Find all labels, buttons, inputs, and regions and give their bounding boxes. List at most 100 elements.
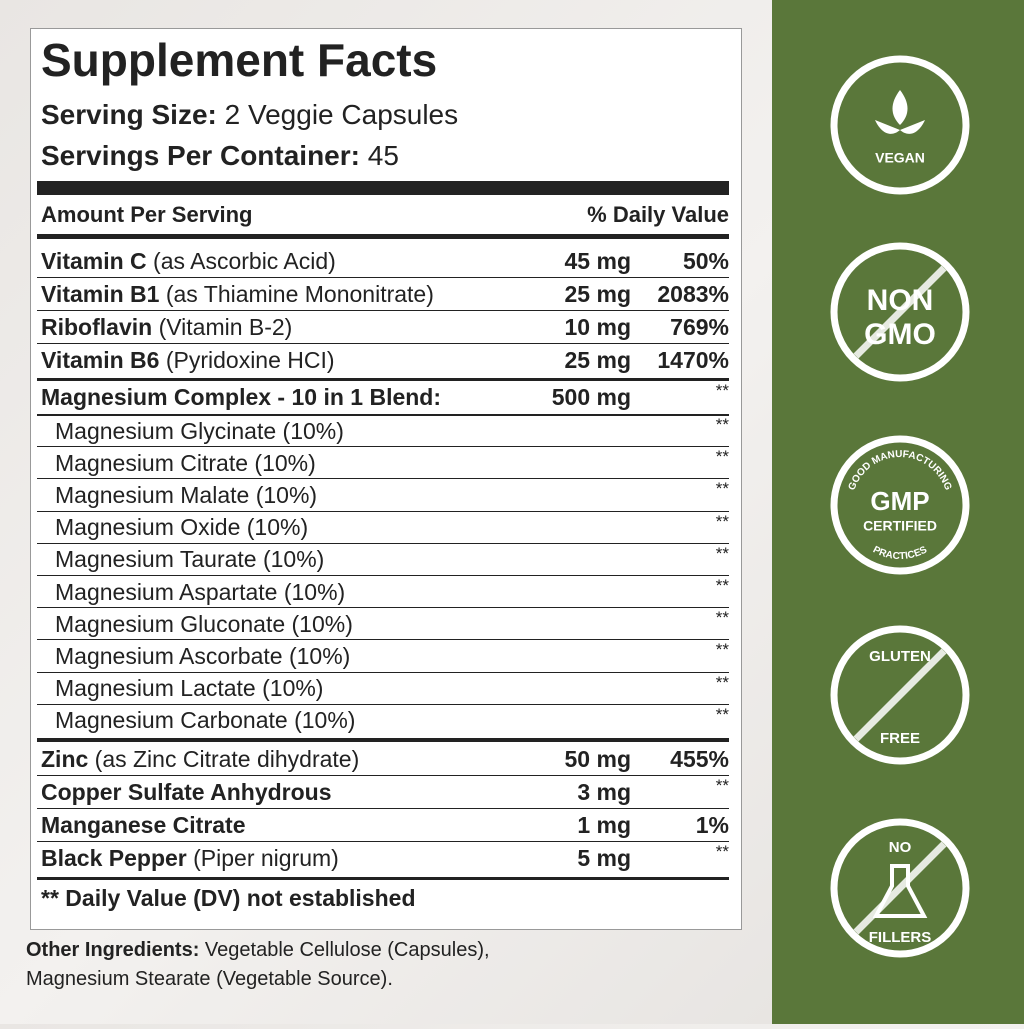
name-cell: Zinc (as Zinc Citrate dihydrate) — [41, 746, 521, 773]
name-cell: Black Pepper (Piper nigrum) — [41, 845, 521, 872]
rule — [37, 510, 729, 512]
badge-text: FILLERS — [869, 929, 932, 946]
name-cell: Magnesium Taurate (10%) — [55, 546, 521, 573]
name: Magnesium Malate (10%) — [55, 481, 318, 508]
row: Zinc (as Zinc Citrate dihydrate) 50 mg 455… — [41, 743, 729, 775]
badge-text: VEGAN — [875, 150, 925, 166]
arc-text: PRACTICES — [871, 544, 929, 562]
name-cell: Vitamin B1 (as Thiamine Mononitrate) — [41, 281, 521, 308]
rule — [37, 478, 729, 480]
dv-cell: ** — [715, 576, 729, 595]
rule — [37, 446, 729, 448]
name-cell: Magnesium Carbonate (10%) — [55, 707, 521, 734]
serving-size: Serving Size: 2 Veggie Capsules — [41, 99, 458, 131]
rule — [37, 808, 729, 809]
detail: (Vitamin B-2) — [158, 313, 293, 340]
dv-cell: ** — [715, 776, 729, 795]
slash — [853, 648, 947, 742]
rule — [37, 607, 729, 609]
dv-cell: ** — [715, 672, 729, 692]
amount-cell: 50 mg — [564, 745, 631, 772]
servings: Servings Per Container: 45 — [41, 140, 399, 172]
name: Vitamin C — [41, 247, 147, 274]
row: Magnesium Malate (10%) ** — [55, 479, 729, 511]
badge-ring — [830, 818, 970, 958]
name: Copper Sulfate Anhydrous — [41, 778, 332, 805]
amount-cell: 1 mg — [577, 811, 631, 838]
name: Black Pepper — [41, 844, 187, 871]
badge-text: NO — [889, 839, 912, 856]
dv-cell: ** — [715, 842, 729, 861]
badge-text: NON — [867, 284, 934, 317]
badge-ring — [830, 625, 970, 765]
rule — [37, 841, 729, 842]
rule — [37, 738, 729, 742]
amount-cell: 5 mg — [577, 844, 631, 871]
name-cell: Magnesium Complex - 10 in 1 Blend: — [41, 384, 521, 411]
dv-cell: ** — [715, 381, 729, 400]
amount-cell: 3 mg — [577, 778, 631, 805]
dv-cell: 1470% — [657, 346, 729, 373]
dv-cell: ** — [715, 511, 729, 531]
name-cell: Manganese Citrate — [41, 812, 521, 839]
row: Magnesium Ascorbate (10%) ** — [55, 640, 729, 672]
name: Magnesium Complex - 10 in 1 Blend: — [41, 383, 442, 410]
row: Magnesium Carbonate (10%) ** — [55, 705, 729, 737]
rule — [37, 277, 729, 278]
dv-cell: ** — [715, 704, 729, 724]
row: Magnesium Complex - 10 in 1 Blend: 500 mg… — [41, 381, 729, 413]
name-cell: Vitamin C (as Ascorbic Acid) — [41, 248, 521, 275]
amount-cell: 500 mg — [551, 383, 631, 410]
badge: GLUTEN FREE — [830, 625, 970, 765]
name-cell: Magnesium Malate (10%) — [55, 482, 521, 509]
badge: VEGAN — [830, 55, 970, 195]
name: Magnesium Ascorbate (10%) — [55, 642, 351, 669]
leaf-icon — [875, 90, 925, 134]
rule — [37, 378, 729, 381]
rule — [37, 542, 729, 544]
dv-cell: ** — [715, 447, 729, 467]
name-cell: Vitamin B6 (Pyridoxine HCI) — [41, 347, 521, 374]
dv-cell: ** — [715, 415, 729, 434]
name-cell: Magnesium Ascorbate (10%) — [55, 643, 521, 670]
flask-icon — [872, 864, 928, 918]
name-cell: Magnesium Glycinate (10%) — [55, 418, 521, 445]
row: Vitamin C (as Ascorbic Acid) 45 mg 50% — [41, 245, 729, 277]
dv-cell: 1% — [695, 811, 729, 838]
value: 45 — [367, 140, 399, 171]
dv-cell: 50% — [682, 247, 729, 274]
rule — [37, 639, 729, 641]
row: Riboflavin (Vitamin B-2) 10 mg 769% — [41, 311, 729, 343]
row: Magnesium Lactate (10%) ** — [55, 673, 729, 705]
rule — [37, 877, 729, 880]
value: 2 Veggie Capsules — [224, 99, 459, 130]
amount-cell: 10 mg — [564, 313, 631, 340]
dv-cell: ** — [715, 608, 729, 628]
badge-panel: VEGAN NON GMO GMP CERTIFIED GOOD MANUFACTURIN… — [772, 0, 1024, 1024]
detail: (Pyridoxine HCI) — [165, 346, 335, 373]
arc-text: PRACTICES — [871, 544, 929, 562]
amount-cell: 25 mg — [564, 346, 631, 373]
dv-cell: ** — [715, 640, 729, 660]
name: Magnesium Lactate (10%) — [55, 675, 324, 702]
detail: (as Ascorbic Acid) — [153, 247, 336, 274]
rule — [37, 414, 729, 416]
dv-cell: 2083% — [657, 280, 729, 307]
name: Riboflavin — [41, 313, 153, 340]
row: Magnesium Citrate (10%) ** — [55, 447, 729, 479]
rule — [37, 575, 729, 576]
other-ingredients: Other Ingredients: Vegetable Cellulose (… — [26, 936, 490, 994]
supplement-facts: Supplement Facts Serving Size: 2 Veggie … — [30, 28, 742, 930]
row: Vitamin B1 (as Thiamine Mononitrate) 25 m… — [41, 278, 729, 310]
name: Magnesium Aspartate (10%) — [55, 578, 346, 605]
slash — [853, 841, 947, 935]
footnote: ** Daily Value (DV) not established — [41, 885, 416, 911]
badge-text: GMO — [864, 318, 936, 351]
dv-cell: ** — [715, 543, 729, 563]
name: Vitamin B6 — [41, 346, 160, 373]
header: Amount Per Serving — [41, 202, 253, 227]
name-cell: Magnesium Citrate (10%) — [55, 450, 521, 477]
badge-ring — [830, 435, 970, 575]
label-text: Other Ingredients: — [26, 939, 200, 961]
